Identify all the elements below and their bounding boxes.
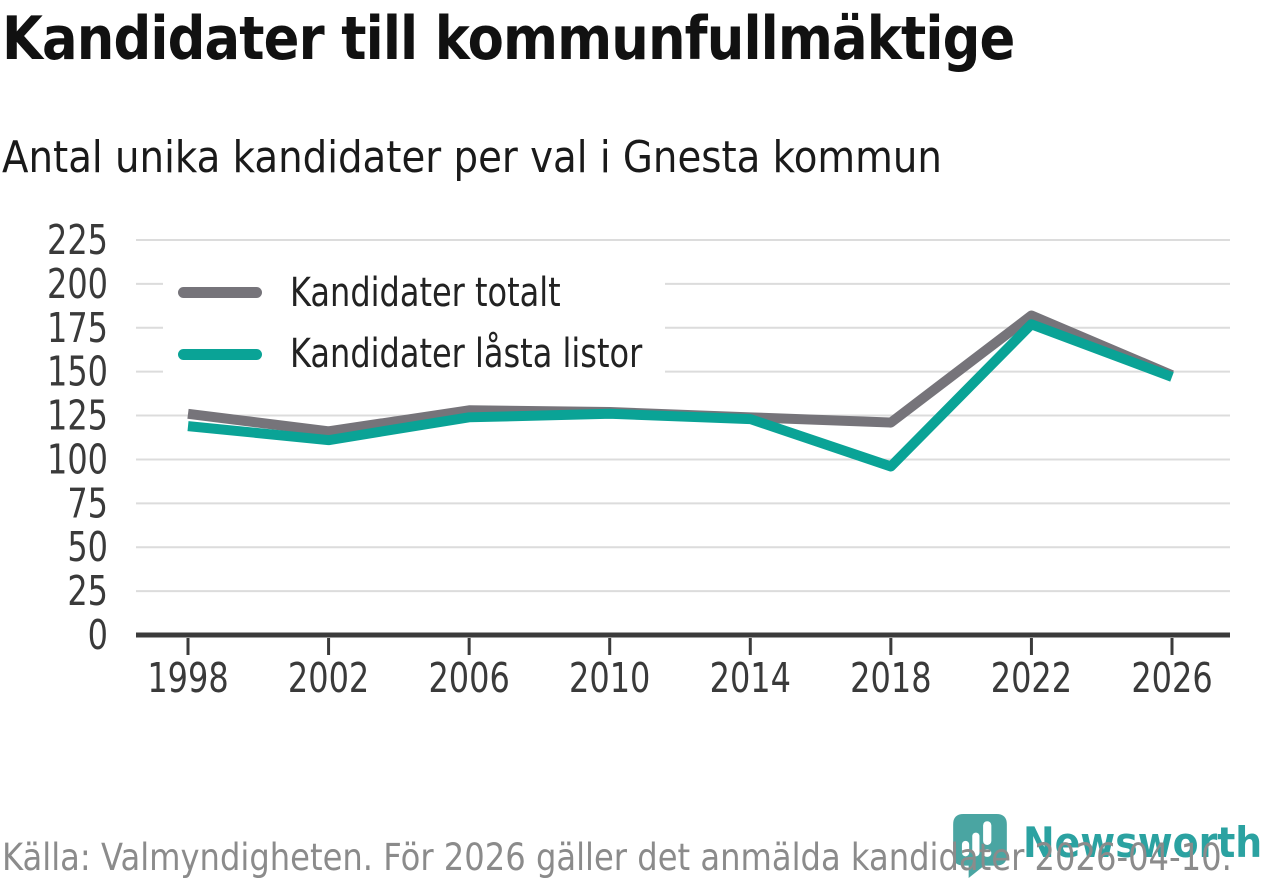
y-axis-tick-text: 0 xyxy=(88,611,108,659)
x-axis-tick-text: 2022 xyxy=(991,654,1072,702)
legend-item-locked-lists: Kandidater låsta listor xyxy=(163,324,665,385)
y-axis-tick-text: 25 xyxy=(67,567,108,615)
x-axis-tick-text: 2002 xyxy=(288,654,369,702)
x-axis-tick-text: 1998 xyxy=(147,654,228,702)
y-axis-tick-text: 150 xyxy=(47,348,108,396)
page-title-text: Kandidater till kommunfullmäktige xyxy=(2,4,1015,74)
x-axis-tick-label: 2018 xyxy=(850,654,931,702)
y-axis-tick-label: 25 xyxy=(67,567,108,615)
x-axis-tick-label: 1998 xyxy=(147,654,228,702)
x-axis-tick-text: 2010 xyxy=(569,654,650,702)
page-title: Kandidater till kommunfullmäktige xyxy=(2,4,1153,74)
newsworthy-wordmark: Newsworthy xyxy=(1023,818,1262,867)
newsworthy-speech-bubble-bar-chart-icon xyxy=(953,814,1007,878)
chart-legend: Kandidater totalt Kandidater låsta listo… xyxy=(163,262,665,385)
y-axis-tick-text: 175 xyxy=(47,304,108,352)
x-axis-tick-label: 2002 xyxy=(288,654,369,702)
newsworthy-logo: Newsworthy xyxy=(953,814,1262,878)
y-axis-tick-label: 50 xyxy=(67,523,108,571)
y-axis-tick-label: 200 xyxy=(47,260,108,308)
y-axis-tick-label: 75 xyxy=(67,479,108,527)
legend-swatch-locked-lists-line xyxy=(178,348,262,360)
x-axis-tick-label: 2026 xyxy=(1131,654,1212,702)
y-axis-tick-text: 200 xyxy=(47,260,108,308)
source-note: Källa: Valmyndigheten. För 2026 gäller d… xyxy=(2,836,1262,879)
y-axis-tick-text: 50 xyxy=(67,523,108,571)
x-axis-tick-label: 2010 xyxy=(569,654,650,702)
y-axis-tick-text: 100 xyxy=(47,436,108,484)
x-axis-tick-text: 2014 xyxy=(710,654,791,702)
x-axis-tick-label: 2006 xyxy=(428,654,509,702)
x-axis-tick-label: 2014 xyxy=(710,654,791,702)
y-axis-tick-label: 0 xyxy=(88,611,108,659)
y-axis-tick-label: 150 xyxy=(47,348,108,396)
chart-subtitle-text: Antal unika kandidater per val i Gnesta … xyxy=(2,132,942,183)
y-axis-tick-text: 125 xyxy=(47,392,108,440)
x-axis-tick-label: 2022 xyxy=(991,654,1072,702)
y-axis-tick-text: 225 xyxy=(47,216,108,264)
y-axis-tick-text: 75 xyxy=(67,479,108,527)
x-axis-tick-text: 2006 xyxy=(428,654,509,702)
y-axis-tick-label: 175 xyxy=(47,304,108,352)
y-axis-tick-label: 225 xyxy=(47,216,108,264)
legend-label-locked-lists: Kandidater låsta listor xyxy=(290,331,643,378)
x-axis-tick-text: 2018 xyxy=(850,654,931,702)
y-axis-tick-label: 125 xyxy=(47,392,108,440)
x-axis-tick-text: 2026 xyxy=(1131,654,1212,702)
legend-item-total: Kandidater totalt xyxy=(163,262,665,323)
legend-swatch-total-line xyxy=(178,287,262,299)
y-axis-tick-label: 100 xyxy=(47,436,108,484)
legend-label-total: Kandidater totalt xyxy=(290,269,561,316)
source-note-text: Källa: Valmyndigheten. För 2026 gäller d… xyxy=(2,836,1232,879)
series-line-locked-lists xyxy=(187,319,1174,472)
chart-subtitle: Antal unika kandidater per val i Gnesta … xyxy=(2,132,1070,183)
